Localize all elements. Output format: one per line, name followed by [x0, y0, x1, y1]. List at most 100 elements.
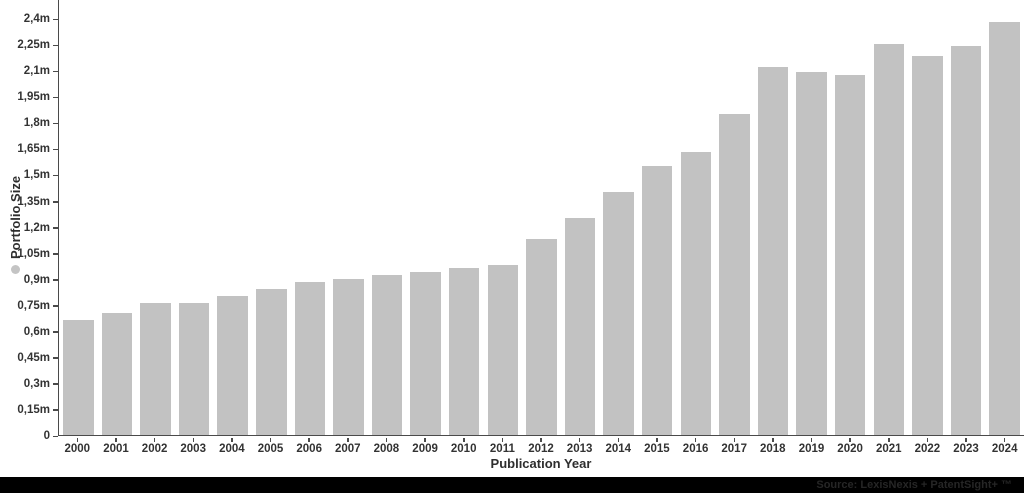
x-tick-mark [76, 437, 79, 442]
bar-2017[interactable] [719, 113, 750, 435]
x-tick-mark [192, 437, 194, 442]
bar-band-2023 [947, 0, 986, 435]
x-tick-label-2020: 2020 [837, 443, 863, 455]
x-tick-label-2008: 2008 [373, 443, 400, 455]
x-tick-label-2021: 2021 [876, 443, 902, 455]
x-tick-label-2002: 2002 [141, 443, 168, 455]
bar-2009[interactable] [410, 271, 441, 435]
x-tick-label-2017: 2017 [721, 443, 747, 455]
x-tick-mark [115, 437, 117, 442]
bar-2020[interactable] [834, 75, 866, 435]
y-tick-mark [53, 44, 58, 47]
y-tick-mark [53, 305, 58, 307]
bar-band-2018 [754, 0, 793, 435]
bar-band-2015 [638, 0, 677, 435]
x-tick-mark [501, 437, 504, 442]
x-tick-label-2006: 2006 [296, 443, 322, 455]
bar-band-2016 [677, 0, 716, 435]
bar-2001[interactable] [101, 313, 133, 435]
x-tick-mark [733, 437, 735, 442]
y-tick-label: 1,05m [17, 247, 50, 260]
x-tick-mark [540, 437, 542, 442]
bar-band-2013 [561, 0, 600, 435]
x-tick-mark [926, 437, 929, 442]
legend-series-dot-icon [11, 265, 20, 274]
bar-band-2005 [252, 0, 291, 435]
x-tick-mark [424, 437, 426, 442]
x-tick-mark [772, 437, 774, 442]
bar-2022[interactable] [912, 56, 943, 435]
y-tick-mark [53, 201, 58, 203]
x-tick-mark [463, 437, 465, 442]
bar-2021[interactable] [873, 44, 904, 435]
bar-2016[interactable] [680, 151, 712, 435]
y-tick-mark [53, 435, 58, 437]
bar-2024[interactable] [989, 21, 1020, 435]
bar-2011[interactable] [487, 264, 519, 435]
x-tick-label-2004: 2004 [219, 443, 245, 455]
x-tick-mark [694, 437, 697, 442]
bar-2023[interactable] [950, 45, 982, 435]
x-tick-label-2014: 2014 [605, 443, 632, 455]
y-tick-mark [53, 409, 58, 411]
x-tick-label-2009: 2009 [412, 443, 438, 455]
x-tick-label-2013: 2013 [566, 443, 593, 455]
y-tick-label: 2,4m [23, 13, 50, 26]
x-tick-label-2022: 2022 [914, 443, 941, 455]
y-tick-label: 1,95m [17, 91, 50, 104]
bar-2018[interactable] [757, 66, 789, 435]
bar-band-2001 [98, 0, 137, 435]
bar-band-2011 [484, 0, 523, 435]
x-tick-label-2011: 2011 [489, 443, 515, 455]
bar-2006[interactable] [294, 282, 326, 435]
y-tick-mark [53, 122, 58, 125]
bar-band-2009 [406, 0, 445, 435]
y-axis-title: Portfolio Size [8, 175, 23, 259]
bar-2007[interactable] [333, 278, 364, 435]
bar-2000[interactable] [63, 320, 94, 435]
bar-band-2000 [59, 0, 98, 435]
y-tick-label: 0,75m [17, 299, 50, 312]
bar-2013[interactable] [564, 217, 596, 435]
y-tick-mark [53, 174, 58, 177]
bar-2003[interactable] [178, 303, 210, 435]
x-tick-label-2001: 2001 [103, 443, 129, 455]
bar-2008[interactable] [371, 275, 403, 435]
bar-band-2017 [715, 0, 754, 435]
x-tick-mark [347, 437, 349, 442]
x-tick-label-2007: 2007 [335, 443, 361, 455]
bar-2012[interactable] [526, 238, 557, 435]
y-tick-label: 1,8m [23, 117, 50, 130]
bar-band-2006 [291, 0, 330, 435]
y-tick-label: 0,15m [17, 403, 50, 416]
x-tick-mark [810, 437, 813, 442]
bar-2015[interactable] [641, 165, 673, 435]
y-tick-label: 2,1m [23, 65, 50, 78]
bar-band-2022 [908, 0, 947, 435]
bar-2010[interactable] [448, 268, 480, 435]
y-tick-label: 0,9m [23, 273, 50, 286]
bar-2014[interactable] [603, 191, 634, 435]
y-tick-label: 1,35m [17, 195, 50, 208]
y-tick-label: 1,2m [23, 221, 50, 234]
x-tick-mark [578, 437, 581, 442]
x-axis-title: Publication Year [490, 456, 592, 471]
bar-2004[interactable] [217, 296, 248, 435]
bar-band-2002 [136, 0, 175, 435]
y-tick-label: 0,6m [23, 325, 50, 338]
x-tick-mark [153, 437, 156, 442]
bar-band-2008 [368, 0, 407, 435]
bar-band-2024 [985, 0, 1024, 435]
bar-band-2012 [522, 0, 561, 435]
bar-2005[interactable] [256, 289, 287, 435]
x-tick-label-2019: 2019 [798, 443, 825, 455]
y-tick-label: 0,3m [23, 377, 50, 390]
y-tick-label: 0 [43, 430, 50, 442]
x-tick-mark [269, 437, 272, 442]
y-tick-label: 2,25m [17, 39, 50, 52]
bar-2002[interactable] [140, 303, 171, 435]
bar-band-2003 [175, 0, 214, 435]
x-tick-label-2005: 2005 [257, 443, 284, 455]
bar-2019[interactable] [796, 72, 827, 435]
y-tick-label: 1,65m [17, 143, 50, 156]
